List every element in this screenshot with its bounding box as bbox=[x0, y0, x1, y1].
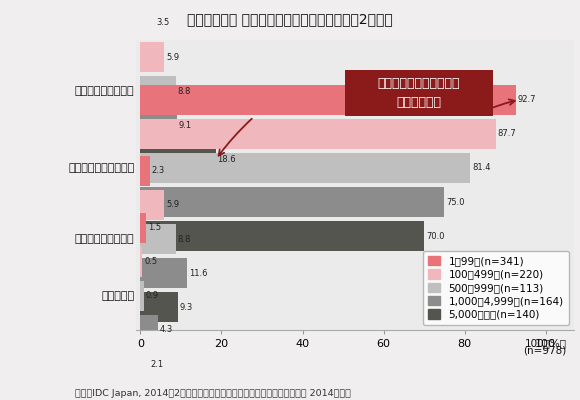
Text: 出典：IDC Japan, 2014年2月「国内企業のストレージ利用実態に関する調査 2014年版：: 出典：IDC Japan, 2014年2月「国内企業のストレージ利用実態に関する… bbox=[75, 389, 351, 398]
Text: 70.0: 70.0 bbox=[426, 232, 444, 241]
Text: 分からない: 分からない bbox=[101, 291, 135, 301]
Bar bbox=[140, 42, 164, 72]
Bar bbox=[140, 221, 424, 251]
Text: 92.7: 92.7 bbox=[518, 95, 537, 104]
Bar bbox=[140, 187, 444, 217]
Bar bbox=[140, 292, 178, 322]
Text: 9.1: 9.1 bbox=[179, 121, 192, 130]
Text: (n=978): (n=978) bbox=[523, 346, 566, 356]
Text: 8.8: 8.8 bbox=[177, 87, 191, 96]
Text: 2.3: 2.3 bbox=[151, 166, 165, 175]
Text: 18.6: 18.6 bbox=[218, 155, 236, 164]
Text: 0.9: 0.9 bbox=[146, 291, 159, 300]
Text: 11.6: 11.6 bbox=[189, 269, 208, 278]
Text: 100（%）: 100（%） bbox=[525, 338, 567, 348]
Text: 管理者数が減少した: 管理者数が減少した bbox=[75, 234, 135, 244]
Bar bbox=[140, 153, 470, 183]
Bar bbox=[140, 258, 187, 288]
Legend: 1～99人(n=341), 100～499人(n=220), 500～999人(n=113), 1,000～4,999人(n=164), 5,000人以上(n=: 1～99人(n=341), 100～499人(n=220), 500～999人(… bbox=[423, 251, 569, 325]
Text: 5.9: 5.9 bbox=[166, 52, 179, 62]
Bar bbox=[140, 156, 150, 186]
Text: 管理者数は変わらない: 管理者数は変わらない bbox=[68, 163, 135, 173]
Text: 75.0: 75.0 bbox=[446, 198, 465, 206]
Text: 4.3: 4.3 bbox=[160, 326, 173, 334]
Bar bbox=[140, 281, 144, 311]
Text: 従業員規模が大きいほど
投資が積極的: 従業員規模が大きいほど 投資が積極的 bbox=[378, 77, 461, 109]
Text: 0.5: 0.5 bbox=[144, 257, 157, 266]
Bar bbox=[140, 349, 149, 379]
Bar bbox=[140, 224, 176, 254]
Text: 管理者数が増加した: 管理者数が増加した bbox=[75, 86, 135, 96]
Text: 従業員規模別 ストレージ管理者の増減（過去2年間）: 従業員規模別 ストレージ管理者の増減（過去2年間） bbox=[187, 12, 393, 26]
Bar bbox=[140, 85, 516, 115]
Bar bbox=[140, 315, 158, 345]
Bar bbox=[140, 110, 177, 140]
Text: 5.9: 5.9 bbox=[166, 200, 179, 210]
Bar bbox=[140, 213, 146, 243]
Bar bbox=[140, 190, 164, 220]
Bar bbox=[140, 119, 496, 149]
Bar bbox=[140, 76, 176, 106]
Text: 81.4: 81.4 bbox=[472, 164, 491, 172]
Bar bbox=[140, 247, 142, 277]
Text: 87.7: 87.7 bbox=[498, 129, 516, 138]
Bar bbox=[140, 8, 154, 38]
Text: 8.8: 8.8 bbox=[177, 234, 191, 244]
Text: 9.3: 9.3 bbox=[180, 303, 193, 312]
Text: 2.1: 2.1 bbox=[150, 360, 164, 369]
Bar bbox=[140, 144, 216, 174]
Text: 1.5: 1.5 bbox=[148, 223, 161, 232]
Text: 3.5: 3.5 bbox=[156, 18, 169, 28]
